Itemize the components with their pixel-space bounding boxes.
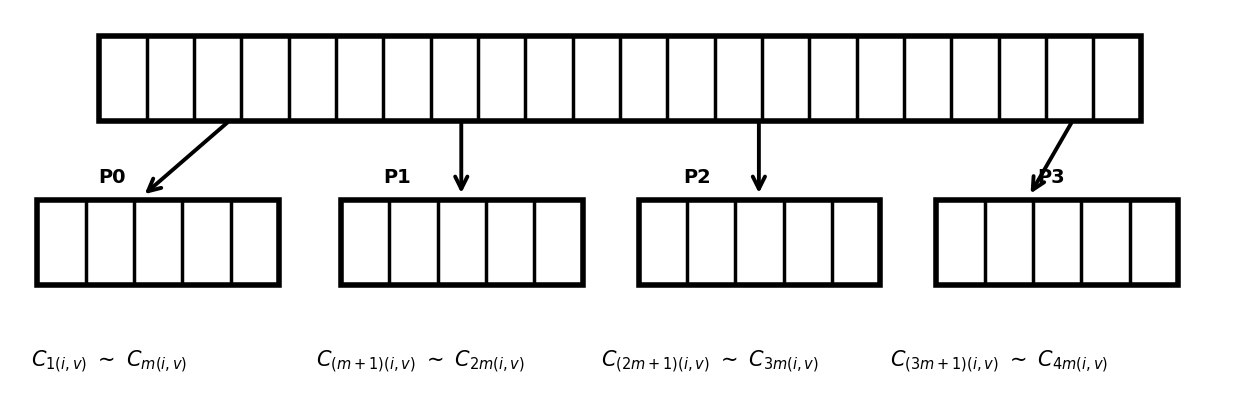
Text: $C_{(2m+1)(i,v)}\ \sim\ C_{3m(i,v)}$: $C_{(2m+1)(i,v)}\ \sim\ C_{3m(i,v)}$ (601, 347, 820, 374)
Bar (99, 36, 1141, 122)
Text: P1: P1 (383, 167, 410, 186)
Bar (37, 200, 279, 286)
Bar (639, 200, 880, 286)
Bar (936, 200, 1178, 286)
Text: $C_{(m+1)(i,v)}\ \sim\ C_{2m(i,v)}$: $C_{(m+1)(i,v)}\ \sim\ C_{2m(i,v)}$ (316, 347, 526, 374)
Text: P0: P0 (98, 167, 125, 186)
Bar (341, 200, 583, 286)
Text: $C_{(3m+1)(i,v)}\ \sim\ C_{4m(i,v)}$: $C_{(3m+1)(i,v)}\ \sim\ C_{4m(i,v)}$ (890, 347, 1109, 374)
Text: P2: P2 (683, 167, 711, 186)
Text: P3: P3 (1038, 167, 1065, 186)
Text: $C_{1(i,v)}\ \sim\ C_{m(i,v)}$: $C_{1(i,v)}\ \sim\ C_{m(i,v)}$ (31, 347, 187, 374)
